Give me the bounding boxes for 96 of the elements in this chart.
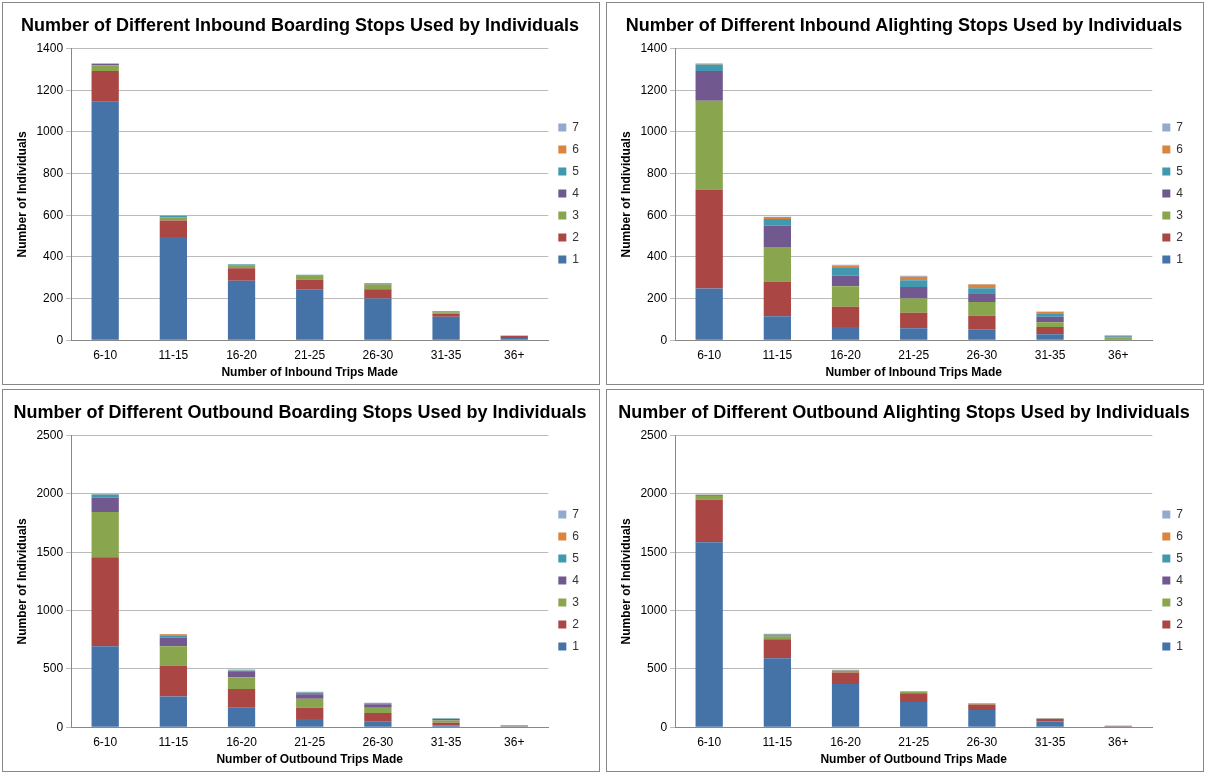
y-tick-label: 1400: [36, 40, 64, 55]
x-axis-title: Number of Inbound Trips Made: [825, 365, 1003, 380]
y-tick-label: 200: [43, 290, 64, 305]
y-tick-label: 800: [43, 165, 64, 180]
y-tick-label: 0: [56, 719, 64, 734]
y-tick-label: 600: [647, 207, 668, 222]
chart-title: Number of Different Inbound Boarding Stops Used by Individuals: [20, 14, 580, 35]
legend-label: 5: [572, 163, 580, 178]
x-tick-label: 36+: [504, 734, 525, 749]
x-tick-label: 16-20: [830, 734, 862, 749]
x-tick-label: 31-35: [430, 347, 462, 362]
legend-label: 3: [572, 594, 580, 609]
legend-label: 3: [1176, 594, 1184, 609]
x-tick-label: 11-15: [158, 347, 189, 362]
y-tick-label: 1500: [36, 544, 64, 559]
x-tick-label: 36+: [1108, 347, 1129, 362]
y-tick-label: 400: [43, 249, 64, 264]
legend-label: 6: [572, 528, 580, 543]
legend-label: 7: [1176, 506, 1184, 521]
y-tick-label: 1000: [640, 602, 668, 617]
x-axis-title: Number of Outbound Trips Made: [820, 752, 1008, 767]
y-tick-label: 200: [647, 290, 668, 305]
x-tick-label: 11-15: [762, 734, 793, 749]
x-tick-label: 21-25: [898, 734, 930, 749]
chart-title: Number of Different Outbound Alighting Stops Used by Individuals: [618, 401, 1190, 422]
legend-label: 1: [572, 638, 580, 653]
x-tick-label: 36+: [504, 347, 525, 362]
legend-label: 6: [572, 141, 580, 156]
x-tick-label: 31-35: [1034, 734, 1066, 749]
x-tick-label: 11-15: [158, 734, 189, 749]
y-axis-title: Number of Individuals: [14, 518, 29, 645]
x-tick-label: 6-10: [697, 347, 722, 362]
y-tick-label: 0: [660, 332, 668, 347]
legend-label: 1: [1176, 638, 1184, 653]
legend-label: 3: [572, 207, 580, 222]
y-tick-label: 0: [56, 332, 64, 347]
x-tick-label: 26-30: [362, 734, 394, 749]
legend-label: 4: [1176, 572, 1184, 587]
y-tick-label: 1200: [36, 82, 64, 97]
legend-label: 4: [572, 185, 580, 200]
x-tick-label: 11-15: [762, 347, 793, 362]
legend-label: 5: [1176, 550, 1184, 565]
y-tick-label: 2000: [36, 486, 64, 501]
x-tick-label: 6-10: [93, 734, 118, 749]
x-tick-label: 16-20: [226, 347, 258, 362]
chart-title: Number of Different Outbound Boarding Stops Used by Individuals: [13, 401, 587, 422]
x-tick-label: 6-10: [697, 734, 722, 749]
x-tick-label: 31-35: [1034, 347, 1066, 362]
y-tick-label: 1400: [640, 40, 668, 55]
y-tick-label: 1500: [640, 544, 668, 559]
legend-label: 6: [1176, 141, 1184, 156]
legend-label: 6: [1176, 528, 1184, 543]
y-axis-title: Number of Individuals: [618, 131, 633, 258]
y-tick-label: 0: [660, 719, 668, 734]
x-tick-label: 16-20: [830, 347, 862, 362]
y-tick-label: 1000: [36, 602, 64, 617]
x-tick-label: 16-20: [226, 734, 258, 749]
x-tick-label: 21-25: [294, 347, 326, 362]
legend-label: 7: [572, 506, 580, 521]
legend-label: 5: [572, 550, 580, 565]
y-tick-label: 2500: [640, 427, 668, 442]
y-axis-title: Number of Individuals: [618, 518, 633, 645]
x-tick-label: 26-30: [966, 734, 998, 749]
y-tick-label: 400: [647, 249, 668, 264]
x-tick-label: 6-10: [93, 347, 118, 362]
x-tick-label: 26-30: [966, 347, 998, 362]
x-tick-label: 36+: [1108, 734, 1129, 749]
legend-label: 4: [572, 572, 580, 587]
x-tick-label: 26-30: [362, 347, 394, 362]
x-axis-title: Number of Outbound Trips Made: [216, 752, 404, 767]
legend-label: 7: [1176, 119, 1184, 134]
legend-label: 2: [572, 616, 580, 631]
legend-label: 3: [1176, 207, 1184, 222]
y-tick-label: 1000: [640, 124, 668, 139]
y-tick-label: 1000: [36, 124, 64, 139]
legend-label: 1: [572, 251, 580, 266]
legend-label: 2: [1176, 616, 1184, 631]
legend-label: 2: [572, 229, 580, 244]
legend-label: 4: [1176, 185, 1184, 200]
legend-label: 1: [1176, 251, 1184, 266]
x-axis-title: Number of Inbound Trips Made: [221, 365, 399, 380]
legend-label: 2: [1176, 229, 1184, 244]
y-tick-label: 2500: [36, 427, 64, 442]
legend-label: 5: [1176, 163, 1184, 178]
x-tick-label: 31-35: [430, 734, 462, 749]
legend-label: 7: [572, 119, 580, 134]
y-axis-title: Number of Individuals: [14, 131, 29, 258]
y-tick-label: 2000: [640, 486, 668, 501]
y-tick-label: 600: [43, 207, 64, 222]
y-tick-label: 500: [43, 661, 64, 676]
y-tick-label: 1200: [640, 82, 668, 97]
y-tick-label: 500: [647, 661, 668, 676]
chart-title: Number of Different Inbound Alighting Stops Used by Individuals: [625, 14, 1183, 35]
y-tick-label: 800: [647, 165, 668, 180]
x-tick-label: 21-25: [294, 734, 326, 749]
x-tick-label: 21-25: [898, 347, 930, 362]
